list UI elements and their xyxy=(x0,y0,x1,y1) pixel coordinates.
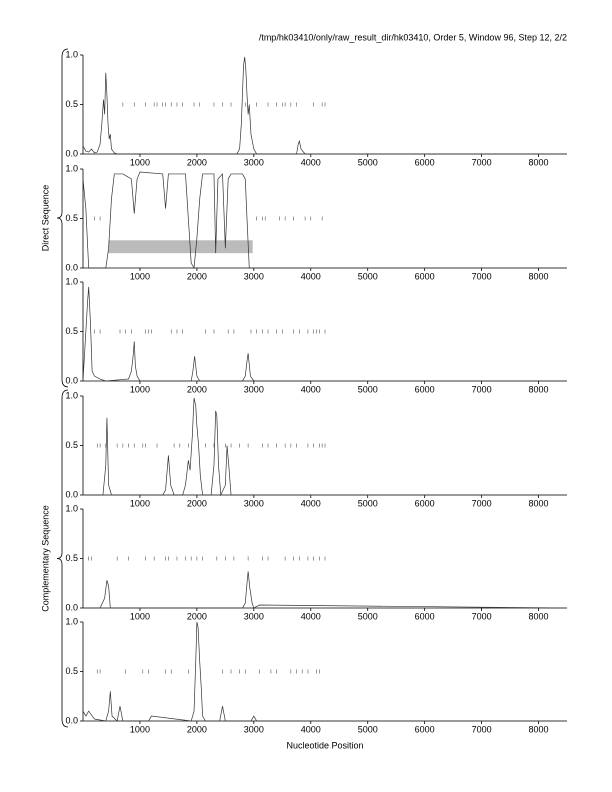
y-tick-label: 0.5 xyxy=(65,666,78,676)
y-tick-label: 0.0 xyxy=(65,602,78,612)
x-tick-label: 4000 xyxy=(301,157,321,167)
signal-line xyxy=(82,621,567,722)
x-tick-label: 2000 xyxy=(187,724,207,734)
x-tick-label: 4000 xyxy=(301,271,321,281)
x-tick-label: 5000 xyxy=(358,724,378,734)
y-tick-label: 1.0 xyxy=(65,390,78,400)
x-tick-label: 7000 xyxy=(472,384,492,394)
header: /tmp/hk03410/only/raw_result_dir/hk03410… xyxy=(259,32,567,42)
x-tick-label: 7000 xyxy=(472,724,492,734)
y-tick-label: 0.5 xyxy=(65,440,78,450)
y-tick-label: 0.0 xyxy=(65,489,78,499)
signal-line xyxy=(82,171,567,270)
signal-line xyxy=(82,56,567,155)
y-tick-label: 0.5 xyxy=(65,326,78,336)
x-tick-label: 2000 xyxy=(187,611,207,621)
y-tick-label: 0.0 xyxy=(65,375,78,385)
x-tick-label: 8000 xyxy=(529,271,549,281)
x-tick-label: 1000 xyxy=(130,611,150,621)
group-brace xyxy=(56,389,69,728)
x-tick-label: 5000 xyxy=(358,498,378,508)
signal-line xyxy=(83,397,567,497)
x-tick-label: 6000 xyxy=(415,724,435,734)
x-tick-label: 7000 xyxy=(472,611,492,621)
y-tick-label: 1.0 xyxy=(65,503,78,513)
y-tick-label: 0.0 xyxy=(65,148,78,158)
x-tick-label: 5000 xyxy=(358,271,378,281)
x-tick-label: 8000 xyxy=(529,384,549,394)
x-tick-label: 2000 xyxy=(187,271,207,281)
group-label: Direct Sequence xyxy=(40,185,50,252)
y-tick-label: 0.5 xyxy=(65,99,78,109)
y-tick-label: 0.5 xyxy=(65,553,78,563)
x-tick-label: 4000 xyxy=(301,498,321,508)
y-tick-label: 1.0 xyxy=(65,276,78,286)
x-tick-label: 1000 xyxy=(130,498,150,508)
y-tick-label: 1.0 xyxy=(65,616,78,626)
x-tick-label: 1000 xyxy=(130,384,150,394)
group-label: Complementary Sequence xyxy=(40,505,50,612)
x-tick-label: 3000 xyxy=(244,724,264,734)
y-tick-label: 1.0 xyxy=(65,163,78,173)
x-tick-label: 8000 xyxy=(529,157,549,167)
signal-line xyxy=(83,571,568,609)
gene-region xyxy=(108,240,253,254)
x-tick-label: 6000 xyxy=(415,384,435,394)
y-tick-label: 1.0 xyxy=(65,49,78,59)
x-tick-label: 8000 xyxy=(529,611,549,621)
x-tick-label: 3000 xyxy=(244,271,264,281)
x-tick-label: 7000 xyxy=(472,271,492,281)
x-tick-label: 7000 xyxy=(472,157,492,167)
x-tick-label: 5000 xyxy=(358,157,378,167)
x-tick-label: 2000 xyxy=(187,157,207,167)
y-tick-label: 0.0 xyxy=(65,715,78,725)
x-tick-label: 6000 xyxy=(415,271,435,281)
x-tick-label: 8000 xyxy=(529,498,549,508)
x-tick-label: 3000 xyxy=(244,157,264,167)
x-tick-label: 1000 xyxy=(130,271,150,281)
group-brace xyxy=(56,48,69,388)
x-tick-label: 6000 xyxy=(415,157,435,167)
signal-line xyxy=(82,286,567,382)
y-tick-label: 0.0 xyxy=(65,262,78,272)
x-tick-label: 7000 xyxy=(472,498,492,508)
x-tick-label: 2000 xyxy=(187,384,207,394)
x-tick-label: 8000 xyxy=(529,724,549,734)
y-tick-label: 0.5 xyxy=(65,213,78,223)
x-tick-label: 1000 xyxy=(130,724,150,734)
x-tick-label: 4000 xyxy=(301,611,321,621)
x-tick-label: 1000 xyxy=(130,157,150,167)
x-tick-label: 3000 xyxy=(244,498,264,508)
x-tick-label: 4000 xyxy=(301,724,321,734)
x-tick-label: 2000 xyxy=(187,498,207,508)
x-axis-label: Nucleotide Position xyxy=(286,740,363,750)
x-tick-label: 3000 xyxy=(244,384,264,394)
x-tick-label: 6000 xyxy=(415,498,435,508)
x-tick-label: 5000 xyxy=(358,611,378,621)
x-tick-label: 6000 xyxy=(415,611,435,621)
x-tick-label: 4000 xyxy=(301,384,321,394)
x-tick-label: 3000 xyxy=(244,611,264,621)
x-tick-label: 5000 xyxy=(358,384,378,394)
